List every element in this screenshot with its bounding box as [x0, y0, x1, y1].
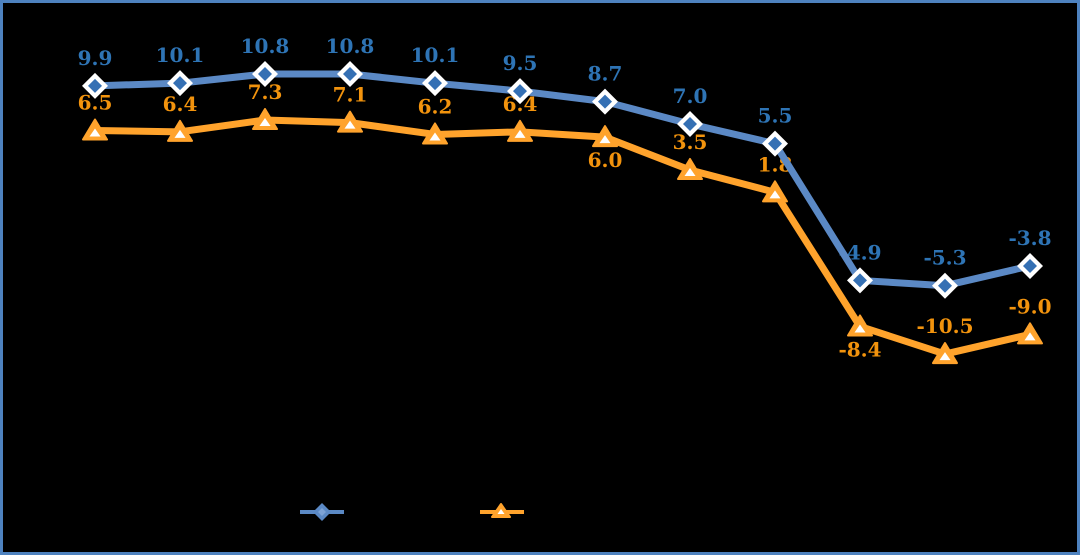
line-chart-svg: 9.9 10.1 10.8 10.8 10.1 9.5 8.77.05.5-4.9 -5.3-… — [78, 34, 1052, 521]
marker-diamond-inner — [88, 78, 102, 93]
marker-triangle-inner — [1024, 332, 1036, 341]
data-label-blue-diamond: 10.1 — [411, 43, 460, 67]
marker-triangle-inner — [684, 167, 696, 176]
data-label-blue-diamond: -3.8 — [1008, 226, 1051, 250]
data-label-blue-diamond: 9.5 — [503, 51, 538, 75]
marker-triangle-inner — [259, 118, 271, 127]
marker-diamond-inner — [598, 94, 612, 109]
marker-triangle-inner — [514, 129, 526, 138]
marker-diamond-inner — [1023, 258, 1037, 273]
data-label-orange-triangle: 6.2 — [418, 94, 453, 118]
data-label-orange-triangle: 6.0 — [588, 148, 623, 172]
marker-triangle-inner — [174, 129, 186, 138]
marker-diamond-inner — [428, 76, 442, 91]
marker-triangle-inner — [854, 324, 866, 333]
marker-diamond-inner — [173, 76, 187, 91]
marker-triangle-inner — [89, 128, 101, 137]
marker-diamond-inner — [853, 273, 867, 288]
legend-marker-triangle-center — [497, 509, 505, 514]
marker-diamond-inner — [683, 116, 697, 131]
data-label-orange-triangle: -8.4 — [838, 337, 881, 361]
marker-triangle-inner — [769, 190, 781, 199]
marker-triangle-inner — [429, 132, 441, 141]
legend-marker-diamond-center — [318, 508, 326, 516]
data-label-blue-diamond: 8.7 — [588, 62, 623, 86]
data-label-blue-diamond: -5.3 — [923, 246, 966, 270]
series-line-orange-triangle — [94, 116, 1031, 358]
data-label-blue-diamond: 10.1 — [156, 43, 205, 67]
marker-diamond-inner — [343, 66, 357, 81]
marker-triangle-inner — [939, 352, 951, 361]
marker-diamond-inner — [938, 278, 952, 293]
marker-triangle-inner — [344, 120, 356, 129]
series-line-blue-diamond — [94, 70, 1031, 290]
marker-triangle-inner — [599, 135, 611, 144]
marker-diamond-inner — [513, 84, 527, 99]
data-label-orange-triangle: -10.5 — [916, 314, 973, 338]
data-label-blue-diamond: 10.8 — [326, 34, 375, 58]
data-label-blue-diamond: 7.0 — [673, 84, 708, 108]
data-label-blue-diamond: 5.5 — [758, 104, 793, 128]
data-label-orange-triangle: -9.0 — [1008, 294, 1051, 318]
data-label-blue-diamond: 9.9 — [78, 46, 113, 70]
marker-diamond-inner — [768, 136, 782, 151]
data-label-blue-diamond: 10.8 — [241, 34, 290, 58]
marker-diamond-inner — [258, 66, 272, 81]
